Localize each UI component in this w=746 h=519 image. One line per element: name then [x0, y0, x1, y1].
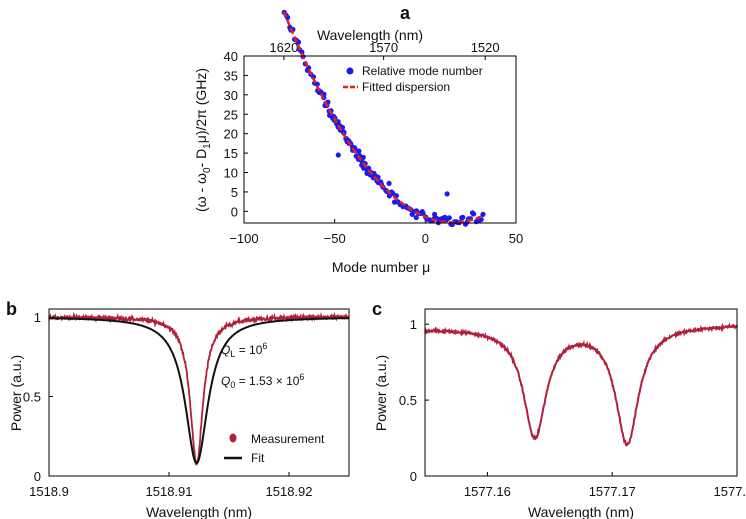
- top-tick-label: 1570: [369, 40, 398, 55]
- x-tick-label: 1577.16: [464, 484, 511, 499]
- legend-label-points: Relative mode number: [362, 64, 483, 78]
- x-tick-label: 0: [422, 231, 429, 246]
- data-point: [356, 148, 362, 154]
- y-tick-label: 1: [34, 310, 41, 325]
- y-tick-label: 0.5: [23, 389, 41, 404]
- panel-a-data: [281, 9, 486, 228]
- data-point: [460, 214, 466, 220]
- legend-label-fit: Fitted dispersion: [362, 80, 450, 94]
- data-point: [299, 49, 305, 55]
- panel-c-frame: [424, 308, 738, 477]
- data-point: [471, 211, 477, 217]
- panel-label-a: a: [400, 3, 411, 23]
- data-point: [446, 215, 452, 221]
- y-tick-label: 25: [224, 107, 238, 122]
- data-point: [386, 180, 392, 186]
- panel-a-legend: Relative mode number Fitted dispersion: [343, 64, 483, 94]
- y-tick-label: 40: [224, 49, 238, 64]
- legend-marker-points: [346, 67, 354, 75]
- panel-c-y-title: Power (a.u.): [373, 355, 389, 431]
- doublet-trace: [424, 322, 738, 447]
- data-point: [413, 214, 419, 221]
- data-point: [335, 152, 341, 158]
- q0-annotation: Q0 = 1.53 × 106: [221, 372, 304, 390]
- y-tick-label: 0.5: [399, 393, 417, 408]
- panel-c-x-title: Wavelength (nm): [528, 504, 634, 519]
- panel-c-data: [424, 322, 738, 447]
- y-tick-label: 20: [224, 127, 238, 142]
- panel-label-c: c: [372, 299, 382, 319]
- data-point: [314, 81, 320, 87]
- x-tick-label: 1577.17: [589, 484, 636, 499]
- panel-a-x-title: Mode number μ: [332, 259, 430, 275]
- top-tick-label: 1520: [471, 40, 500, 55]
- data-point: [360, 154, 366, 160]
- legend-label-measurement: Measurement: [251, 432, 325, 446]
- panel-a-y-title: (ω - ω0- D1μ)/2π (GHz): [193, 68, 213, 212]
- data-point: [480, 211, 486, 217]
- panel-c: c 1577.16 1577.17 1577.18 0 0.5 1 Wavelength …: [372, 299, 746, 519]
- panel-c-ticks: 1577.16 1577.17 1577.18 0 0.5 1: [399, 317, 746, 499]
- panel-a: a Wavelength (nm) −100 −50 0 50051015202530…: [193, 3, 523, 275]
- y-tick-label: 0: [34, 469, 41, 484]
- data-point: [432, 211, 438, 217]
- y-tick-label: 10: [224, 166, 238, 181]
- legend-marker-measurement: [229, 433, 237, 443]
- y-tick-label: 30: [224, 88, 238, 103]
- fit-curve: [49, 317, 350, 465]
- panel-b-ticks: 1518.9 1518.91 1518.92 0 0.5 1: [23, 310, 313, 499]
- y-tick-label: 1: [410, 317, 417, 332]
- y-tick-label: 15: [224, 146, 238, 161]
- panel-b-x-title: Wavelength (nm): [146, 504, 252, 519]
- top-axis-title: Wavelength (nm): [317, 27, 423, 43]
- panel-b: b 1518.9 1518.91 1518.92 0 0.5 1 Wavelength (…: [6, 299, 350, 519]
- panel-b-data: [48, 311, 350, 466]
- data-point: [420, 210, 426, 216]
- y-tick-label: 5: [231, 185, 238, 200]
- x-tick-label: 1518.91: [146, 484, 193, 499]
- measurement-trace: [48, 311, 350, 466]
- x-tick-label: 1518.92: [266, 484, 313, 499]
- x-tick-label: 50: [509, 231, 523, 246]
- x-tick-label: 1518.9: [29, 484, 69, 499]
- x-tick-label: 1577.18: [714, 484, 746, 499]
- top-tick-label: 1620: [269, 40, 298, 55]
- data-point: [335, 119, 341, 125]
- y-tick-label: 0: [231, 204, 238, 219]
- fit-curve: [282, 11, 484, 224]
- panel-a-frame: [243, 55, 517, 224]
- panel-b-legend: Measurement Fit: [224, 432, 325, 465]
- legend-label-fit-b: Fit: [251, 451, 265, 465]
- panel-label-b: b: [6, 299, 17, 319]
- y-tick-label: 35: [224, 68, 238, 83]
- x-tick-label: −50: [324, 231, 346, 246]
- data-point: [444, 191, 450, 197]
- panel-b-frame: [48, 308, 350, 477]
- panel-b-y-title: Power (a.u.): [8, 355, 24, 431]
- y-tick-label: 0: [410, 469, 417, 484]
- x-tick-label: −100: [229, 231, 258, 246]
- ql-annotation: QL = 106: [221, 341, 267, 359]
